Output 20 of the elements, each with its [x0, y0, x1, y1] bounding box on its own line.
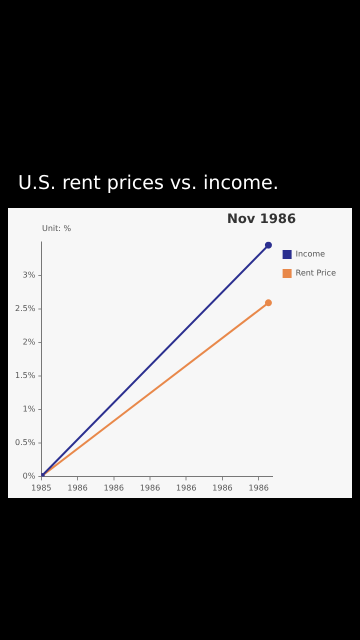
- y-tick-label: 2.5%: [14, 304, 36, 313]
- x-tick-label: 1986: [104, 483, 124, 492]
- y-tick-label: 1.5%: [14, 370, 36, 380]
- x-tick-label: 1985: [31, 483, 52, 492]
- x-tick-label: 1986: [176, 483, 196, 492]
- chart-subtitle: Nov 1986: [227, 212, 296, 227]
- x-tick-label: 1986: [212, 483, 233, 492]
- legend-label: Rent Price: [296, 268, 336, 278]
- x-tick-label: 1986: [67, 483, 88, 492]
- point: [264, 299, 272, 306]
- y-tick-label: 0%: [22, 471, 36, 480]
- y-tick-label: 1%: [22, 404, 36, 414]
- x-tick-label: 1986: [248, 483, 269, 492]
- x-tick-label: 1986: [140, 483, 160, 492]
- y-tick-label: 3%: [22, 270, 36, 280]
- legend-label: Income: [296, 250, 326, 259]
- chart-title: U.S. rent prices vs. income.: [18, 172, 279, 194]
- y-tick-label: 2%: [22, 337, 36, 346]
- y-axis-title: Unit: %: [42, 224, 72, 233]
- y-tick-label: 0.5%: [14, 438, 36, 447]
